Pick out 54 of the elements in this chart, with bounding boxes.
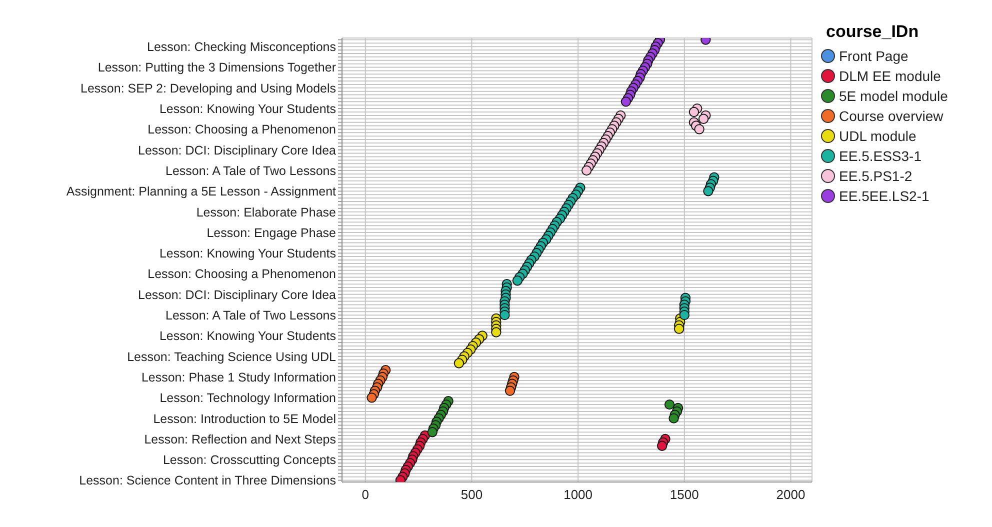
x-tick-label: 0 [362,487,370,502]
y-tick-label: Lesson: Technology Information [160,391,336,406]
y-tick-label: Lesson: Science Content in Three Dimensions [79,474,336,488]
y-tick-label: Lesson: Introduction to 5E Model [153,412,336,426]
y-tick-label: Lesson: Choosing a Phenomenon [148,122,336,137]
y-tick-label: Lesson: Reflection and Next Steps [144,432,336,446]
x-tick-label: 2000 [776,487,806,502]
point [620,96,632,107]
legend-label: Front Page [839,47,908,66]
legend-label: Course overview [839,107,944,126]
y-tick-label: Lesson: Choosing a Phenomenon [148,267,336,282]
point [679,310,690,320]
legend-label: EE.5EE.LS2-1 [839,187,930,206]
point [491,327,502,338]
y-tick-label: Lesson: Knowing Your Students [159,102,336,116]
point [694,124,704,134]
y-tick-label: Lesson: Teaching Science Using UDL [127,350,336,364]
point [668,413,679,424]
point [366,392,377,403]
y-tick-label: Lesson: Knowing Your Students [159,329,336,344]
y-tick-label: Lesson: DCI: Disciplinary Core Idea [138,288,336,302]
y-tick-label: Lesson: A Tale of Two Lessons [166,164,336,178]
y-tick-label: Lesson: Elaborate Phase [196,205,336,220]
point [500,310,510,320]
point [427,426,438,438]
legend-label: UDL module [839,127,916,146]
legend-label: 5E model module [839,87,948,106]
point [454,358,464,368]
point [581,165,592,176]
point [656,440,668,451]
x-tick-label: 1000 [564,487,593,502]
y-tick-label: Lesson: DCI: Disciplinary Core Idea [138,143,336,158]
y-tick-label: Lesson: Knowing Your Students [159,246,336,261]
point [698,114,709,124]
legend-label: EE.5.ESS3-1 [839,147,922,166]
point [703,186,714,196]
point [512,276,523,286]
x-tick-label: 1500 [670,487,699,502]
y-tick-label: Assignment: Planning a 5E Lesson - Assignment [66,184,337,199]
y-tick-label: Lesson: Phase 1 Study Information [141,370,336,384]
x-tick-label: 500 [460,487,483,502]
y-tick-label: Lesson: SEP 2: Developing and Using Models [80,81,336,96]
y-tick-label: Lesson: A Tale of Two Lessons [166,308,336,323]
legend-title: course_IDn [826,22,920,42]
y-tick-label: Lesson: Engage Phase [206,226,336,240]
point [664,399,675,410]
y-tick-label: Lesson: Checking Misconceptions [147,40,336,54]
legend-label: DLM EE module [839,67,941,86]
point [674,324,684,334]
point [504,386,516,396]
y-tick-label: Lesson: Putting the 3 Dimensions Together [98,60,336,75]
y-tick-label: Lesson: Crosscutting Concepts [162,453,336,468]
legend-label: EE.5.PS1-2 [839,167,912,186]
point [688,106,700,118]
